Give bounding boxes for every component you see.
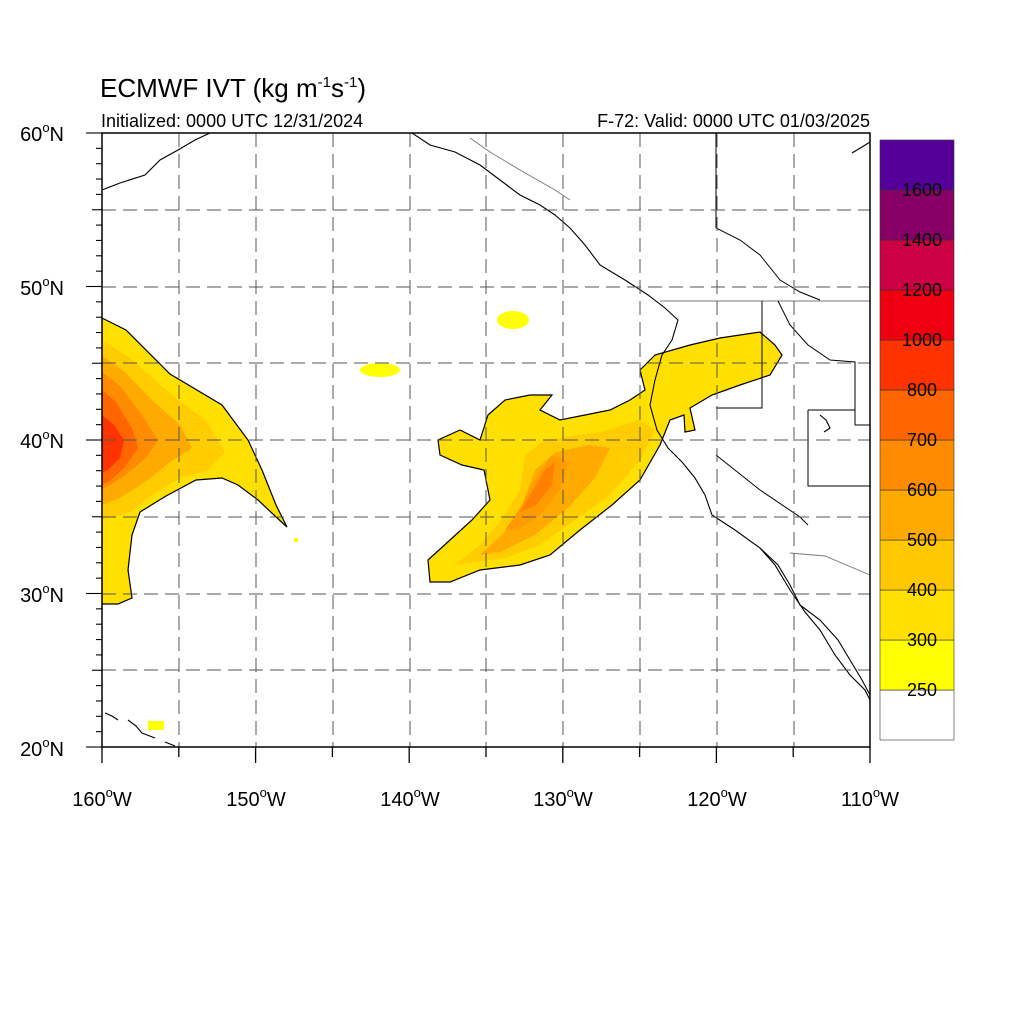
coastline-na: [411, 133, 870, 696]
lat-label-40: 40oN: [20, 427, 64, 453]
colorbar-label: 700: [907, 430, 937, 450]
colorbar-label: 400: [907, 580, 937, 600]
lat-label-20: 20oN: [20, 735, 64, 761]
colorbar-label: 1600: [902, 180, 942, 200]
ivt-patch-north: [497, 311, 529, 329]
colorbar-swatch: [879, 389, 955, 441]
lon-label-130w: 130oW: [533, 785, 593, 811]
colorbar: 250 300 400 500 600 700 800 1000 1200 1400 1600: [879, 139, 955, 741]
ivt-patch-central: [360, 363, 400, 377]
coastline-alaska: [102, 133, 211, 191]
title-close: ): [357, 73, 366, 103]
border-inner-5: [777, 300, 870, 426]
colorbar-swatch: [879, 589, 955, 641]
map-panel: [102, 133, 870, 747]
title-mid: s: [331, 73, 344, 103]
ivt-shading: [102, 311, 783, 730]
border-inner-3: [715, 454, 809, 526]
colorbar-label: 600: [907, 480, 937, 500]
colorbar-label: 800: [907, 380, 937, 400]
colorbar-swatch: [879, 539, 955, 591]
lon-label-110w: 110oW: [841, 785, 899, 811]
lat-label-50: 50oN: [20, 274, 64, 300]
colorbar-swatch: [879, 489, 955, 541]
colorbar-swatch: [879, 289, 955, 341]
colorbar-label: 500: [907, 530, 937, 550]
lon-label-140w: 140oW: [380, 785, 440, 811]
coastlines: [102, 133, 870, 747]
colorbar-label: 250: [907, 680, 937, 700]
colorbar-label: 1000: [902, 330, 942, 350]
coastline-greatlakes: [819, 414, 831, 433]
lon-label-120w: 120oW: [687, 785, 747, 811]
colorbar-label: 1200: [902, 280, 942, 300]
lat-label-60: 60oN: [20, 120, 64, 146]
colorbar-swatch: [879, 689, 955, 741]
ivt-patch-speck: [294, 538, 298, 542]
lat-axis-labels: 20oN 30oN 40oN 50oN 60oN: [20, 120, 64, 761]
lon-label-150w: 150oW: [226, 785, 286, 811]
title-exp1: -1: [318, 74, 331, 91]
coastline-hawaii: [104, 712, 176, 747]
border-inner-2: [716, 301, 763, 409]
colorbar-swatch: [879, 239, 955, 291]
initialized-label: Initialized: 0000 UTC 12/31/2024: [101, 111, 363, 131]
colorbar-swatch: [879, 339, 955, 391]
lon-axis-labels: 160oW 150oW 140oW 130oW 120oW 110oW: [72, 785, 899, 811]
colorbar-swatch: [879, 189, 955, 241]
title-exp2: -1: [344, 74, 357, 91]
ivt-ar-600: [520, 462, 555, 512]
lat-label-30: 30oN: [20, 581, 64, 607]
ivt-patch-south: [148, 721, 164, 730]
border-inner-1: [715, 133, 821, 301]
coastline-ne: [851, 141, 870, 154]
colorbar-label: 1400: [902, 230, 942, 250]
lon-label-160w: 160oW: [72, 785, 132, 811]
axis-ticks: [86, 132, 871, 763]
colorbar-swatch: [879, 439, 955, 491]
map-title: ECMWF IVT (kg m-1s-1): [100, 73, 366, 103]
coastline-baja: [759, 547, 870, 701]
border-inner-4: [807, 410, 870, 487]
graticule: [102, 133, 870, 747]
border-us-mexico: [789, 552, 870, 576]
colorbar-label: 300: [907, 630, 937, 650]
political-borders: [469, 133, 870, 576]
colorbar-swatch: [879, 639, 955, 691]
title-main: ECMWF IVT (kg m: [100, 73, 318, 103]
colorbar-swatch: [879, 139, 955, 191]
ivt-plume-west-700: [102, 415, 124, 472]
valid-time-label: F-72: Valid: 0000 UTC 01/03/2025: [597, 111, 870, 131]
border-alaska: [469, 137, 571, 201]
